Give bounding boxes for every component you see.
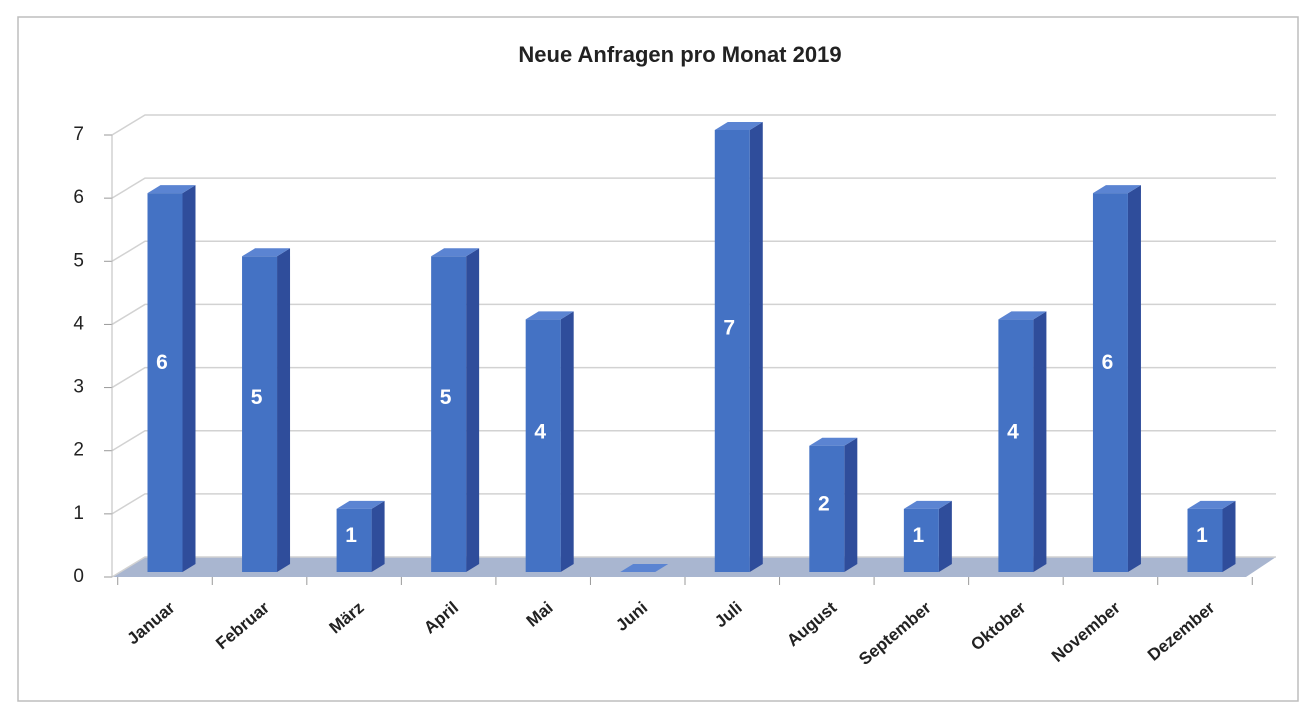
data-label: 5 [440, 386, 452, 409]
bar-side [1127, 185, 1141, 572]
y-tick-label: 3 [73, 377, 84, 398]
bar-front [903, 508, 939, 572]
bar-front [714, 130, 750, 572]
bar [1092, 185, 1141, 572]
y-tick-label: 6 [73, 187, 84, 208]
bar-side [938, 500, 952, 572]
bar-front [1092, 193, 1128, 572]
chart-title: Neue Anfragen pro Monat 2019 [518, 42, 841, 67]
bar-side [371, 500, 385, 572]
grid-line [111, 366, 1276, 389]
bar-top [1092, 185, 1141, 194]
bar [620, 564, 669, 572]
bar-top [620, 564, 669, 572]
grid-line [111, 240, 1276, 262]
bar-front [431, 256, 467, 572]
data-label: 1 [345, 524, 357, 547]
bar-top [242, 248, 291, 257]
bar-side [182, 185, 196, 572]
bar [336, 500, 385, 572]
y-tick-label: 2 [73, 440, 84, 461]
bar [242, 248, 291, 573]
data-label: 1 [913, 524, 925, 547]
bar-top [903, 500, 952, 509]
floor [112, 557, 1276, 577]
bar-side [466, 248, 480, 573]
grid-line [111, 556, 1276, 578]
grid-line [111, 177, 1276, 199]
bar-front [242, 256, 278, 572]
bar [809, 437, 858, 572]
data-label: 6 [156, 351, 168, 374]
data-label: 5 [251, 386, 263, 409]
bar-side [749, 122, 763, 572]
bar-top [431, 248, 480, 257]
bar [525, 311, 574, 572]
bar-top [1187, 500, 1236, 509]
bar [903, 500, 952, 572]
bar-top [147, 185, 196, 194]
bar-front [336, 508, 372, 572]
bar-side [1222, 500, 1236, 572]
data-label: 4 [534, 421, 546, 444]
bar-side [844, 437, 858, 572]
grid-line [111, 303, 1276, 326]
chart-frame [17, 16, 1299, 702]
bar [714, 122, 763, 572]
y-tick-label: 5 [73, 250, 84, 271]
data-label: 2 [818, 492, 830, 515]
y-tick-label: 7 [73, 124, 84, 145]
data-label: 6 [1102, 351, 1114, 374]
bar-top [714, 122, 763, 130]
data-label: 1 [1196, 524, 1208, 547]
grid-line [111, 493, 1276, 515]
grid-line [111, 429, 1276, 452]
grid-line [111, 114, 1276, 136]
bar-side [1033, 311, 1047, 572]
bar-front [1187, 508, 1223, 572]
data-label: 4 [1007, 421, 1019, 444]
bar-top [998, 311, 1047, 320]
data-label: 7 [723, 316, 735, 339]
bar [998, 311, 1047, 572]
bar [431, 248, 480, 573]
bar-front [525, 319, 561, 572]
y-tick-label: 0 [73, 566, 84, 587]
bar [1187, 500, 1236, 572]
bar-top [809, 437, 858, 446]
bar-front [147, 193, 183, 572]
bar-front [998, 319, 1034, 572]
y-tick-label: 1 [73, 503, 84, 524]
bar [147, 185, 196, 572]
bar-top [336, 500, 385, 509]
bar-front [809, 445, 845, 572]
bar-top [525, 311, 574, 320]
bar-side [277, 248, 291, 573]
bar-side [560, 311, 574, 572]
y-tick-label: 4 [73, 313, 84, 334]
